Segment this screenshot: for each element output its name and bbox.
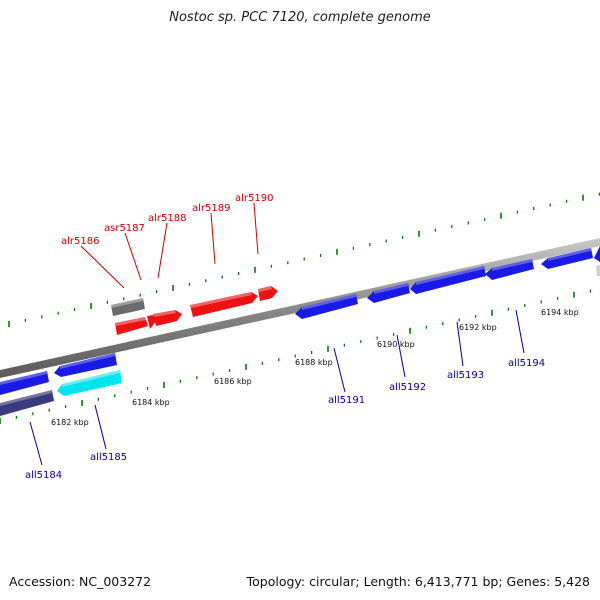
gene-all5193[interactable] [410,266,486,294]
label-asr5187[interactable]: asr5187 [104,223,145,234]
kbp-label-6190: 6190 kbp [377,340,415,349]
label-alr5189[interactable]: alr5189 [192,203,230,214]
gene-all5184[interactable] [0,390,54,416]
gene-all5194[interactable] [485,259,534,280]
label-alr5188[interactable]: alr5188 [148,213,186,224]
position-labels: 6182 kbp 6184 kbp 6186 kbp 6188 kbp 6190… [51,308,579,427]
label-all5193[interactable]: all5193 [447,370,484,381]
gene-reverse-upper[interactable] [54,353,117,377]
label-all5184[interactable]: all5184 [25,470,62,481]
label-alr5190[interactable]: alr5190 [235,193,273,204]
ruler-top [8,192,600,327]
gene-alr5190[interactable] [258,286,278,301]
gene-alr5188[interactable] [153,310,182,326]
accession-text: Accession: NC_003272 [9,574,152,589]
label-alr5186[interactable]: alr5186 [61,236,99,247]
gene-alr5186[interactable] [111,298,145,316]
reverse-gene-labels: all5184 all5185 all5191 all5192 all5193 … [25,309,545,481]
gene-left-edge[interactable] [0,371,49,395]
gene-all5192[interactable] [367,283,410,303]
gene-asr5187[interactable] [115,317,148,335]
forward-gene-labels: alr5186 asr5187 alr5188 alr5189 alr5190 [61,193,273,289]
label-all5185[interactable]: all5185 [90,452,127,463]
forward-strand-genes [111,286,278,335]
page-title: Nostoc sp. PCC 7120, complete genome [169,10,431,25]
gene-alr5189[interactable] [190,292,258,317]
kbp-label-6186: 6186 kbp [214,377,252,386]
gene-right-a[interactable] [541,248,593,269]
kbp-label-6182: 6182 kbp [51,418,89,427]
genome-stats-text: Topology: circular; Length: 6,413,771 bp… [246,574,590,589]
label-all5194[interactable]: all5194 [508,358,545,369]
ruler-bottom [0,289,592,424]
gene-all5191[interactable] [295,294,358,319]
kbp-label-6192: 6192 kbp [459,323,497,332]
label-all5191[interactable]: all5191 [328,395,365,406]
gene-right-c [596,265,600,276]
kbp-label-6184: 6184 kbp [132,398,170,407]
kbp-label-6188: 6188 kbp [295,358,333,367]
genome-backbone [0,238,600,378]
kbp-label-6194: 6194 kbp [541,308,579,317]
gene-right-b[interactable] [594,246,600,262]
reverse-strand-genes [0,246,600,416]
gene-all5185[interactable] [57,370,122,396]
label-all5192[interactable]: all5192 [389,382,426,393]
